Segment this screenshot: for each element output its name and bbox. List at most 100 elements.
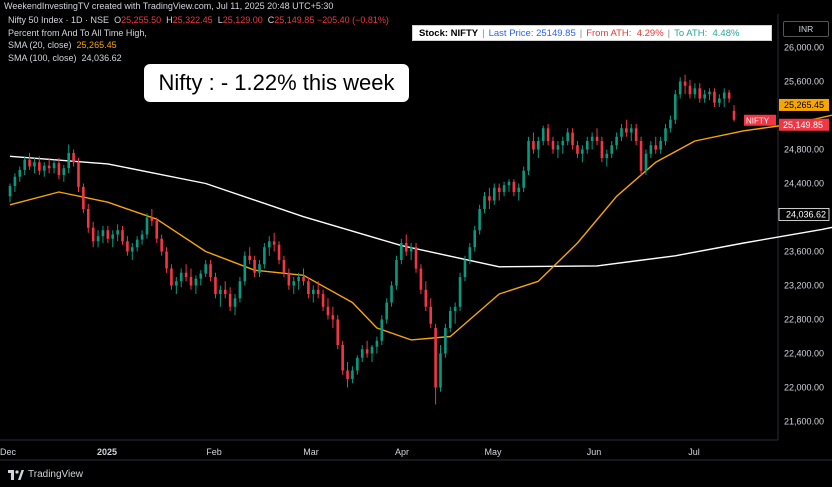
candle-body [722, 92, 726, 99]
candle-body [404, 243, 408, 252]
sma100-line [9, 155, 832, 268]
candle-body [57, 163, 61, 175]
candle-body [72, 152, 75, 163]
candle-body [541, 128, 545, 141]
candle-body [238, 281, 242, 299]
candle-body [360, 349, 364, 358]
tradingview-footer: TradingView [8, 469, 83, 480]
candle-body [111, 234, 115, 239]
candle-body [551, 141, 555, 150]
candle-body [199, 273, 203, 279]
candle-body [184, 272, 188, 277]
candle-body [351, 370, 354, 379]
candle-body [732, 110, 736, 120]
legend-sma100: SMA (100, close) 24,036.62 [8, 52, 122, 63]
candle-body [581, 149, 584, 154]
candle-body [605, 153, 609, 158]
last-price-tag-left [744, 114, 776, 126]
ohlc-open: O25,255.50 [111, 15, 162, 25]
info-from-ath-label: From ATH: [586, 27, 632, 39]
candle-body [444, 328, 447, 354]
candle-body [698, 88, 702, 99]
candle-body [683, 81, 687, 86]
candle-body [13, 176, 17, 187]
candle-body [223, 289, 227, 294]
candle-body [669, 119, 672, 129]
y-tick-label: 23,600.00 [784, 247, 824, 257]
candle-body [106, 230, 110, 239]
sma20-price-tag [779, 98, 829, 111]
candle-body [610, 145, 614, 154]
y-tick-label: 22,000.00 [784, 383, 824, 393]
candle-body [331, 315, 335, 320]
candle-body [258, 264, 261, 273]
candle-body [566, 132, 569, 141]
x-tick-label: Apr [395, 447, 409, 457]
candle-body [678, 81, 682, 95]
candle-body [116, 230, 119, 235]
candle-body [644, 153, 648, 171]
y-tick-label: 24,800.00 [784, 145, 824, 155]
y-tick-label: 25,600.00 [784, 77, 824, 87]
candle-body [649, 145, 653, 154]
tradingview-logo-icon [8, 469, 24, 480]
candle-body [248, 255, 252, 260]
last-price-symbol: NIFTY [746, 116, 770, 125]
candle-body [600, 141, 604, 158]
candle-body [282, 260, 286, 273]
candle-body [507, 181, 511, 186]
candle-body [664, 128, 667, 141]
candle-body [615, 136, 618, 146]
x-tick-label: Jul [688, 447, 700, 457]
x-tick-label: Mar [303, 447, 319, 457]
candle-body [595, 136, 599, 141]
candle-body [204, 264, 207, 274]
candle-body [693, 88, 697, 95]
candle-body [370, 346, 374, 354]
last-price-label: 25,149.85 [783, 120, 823, 130]
candle-body [463, 260, 467, 277]
ohlc-change: −205.40 (−0.81%) [316, 15, 389, 25]
candle-body [625, 128, 628, 133]
candle-body [135, 239, 139, 248]
candle-body [356, 357, 359, 371]
candle-body [77, 162, 80, 187]
candle-body [478, 209, 481, 231]
candle-body [179, 272, 183, 282]
candle-body [155, 220, 159, 239]
candle-body [488, 196, 491, 201]
candle-body [62, 168, 66, 175]
y-tick-label: 26,000.00 [784, 43, 824, 53]
candle-body [419, 268, 423, 290]
candle-body [233, 298, 237, 307]
sma100-price-label: 24,036.62 [786, 209, 826, 219]
info-stock: Stock: NIFTY [419, 27, 479, 39]
candle-body [47, 165, 51, 169]
y-tick-label: 22,800.00 [784, 315, 824, 325]
candle-body [390, 285, 393, 303]
candle-body [639, 141, 643, 171]
candle-body [522, 170, 525, 188]
candle-body [468, 247, 472, 260]
candle-body [8, 186, 12, 197]
candle-body [571, 132, 574, 146]
candle-body [439, 353, 442, 388]
candle-body [346, 370, 349, 379]
candle-body [458, 277, 462, 307]
candle-body [267, 241, 271, 248]
legend-sma20: SMA (20, close) 25,265.45 [8, 40, 117, 50]
currency-selector[interactable]: INR [783, 21, 829, 37]
candle-body [243, 255, 247, 282]
candle-body [517, 187, 521, 192]
candle-body [556, 145, 560, 150]
candle-body [546, 128, 550, 141]
candle-body [688, 85, 692, 95]
candle-body [395, 260, 398, 286]
info-to-ath-label: To ATH: [674, 27, 708, 39]
candle-body [502, 185, 506, 192]
candle-body [585, 141, 589, 150]
candle-body [175, 281, 178, 286]
candle-body [307, 281, 310, 294]
candle-body [561, 141, 565, 146]
